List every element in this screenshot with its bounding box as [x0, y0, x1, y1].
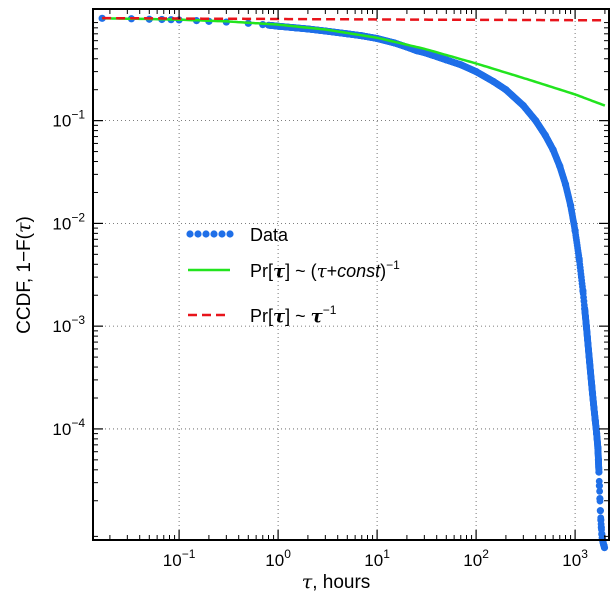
x-tick-label: 100 — [265, 547, 291, 570]
legend-entry-fit-power: Pr[τ] ~ τ−1 — [188, 303, 337, 327]
data-point — [597, 514, 605, 522]
legend-label-fit-shifted: Pr[τ] ~ (τ+const)−1 — [250, 258, 400, 282]
legend-marker — [202, 230, 210, 238]
x-axis-label: τ, hours — [302, 571, 371, 593]
data-point — [598, 526, 605, 534]
y-tick-label: 10−4 — [52, 416, 85, 439]
data-point — [601, 544, 608, 552]
data-point — [596, 507, 604, 514]
x-tick-label: 103 — [562, 547, 588, 570]
legend-label-data: Data — [250, 225, 289, 245]
y-tick-label: 10−1 — [52, 108, 85, 131]
legend-entry-data: Data — [186, 225, 289, 245]
legend-label-fit-power: Pr[τ] ~ τ−1 — [250, 303, 337, 327]
tick-marks — [93, 9, 609, 540]
series-layer — [98, 14, 609, 552]
data-point — [596, 487, 604, 495]
data-point — [596, 497, 604, 505]
x-tick-label: 10−1 — [163, 547, 196, 570]
tick-labels: 10−1 100 101 102 103 10−1 10−2 10−3 10−4 — [52, 108, 588, 570]
legend: Data Pr[τ] ~ (τ+const)−1 Pr[τ] ~ τ−1 — [186, 225, 400, 327]
legend-entry-fit-shifted: Pr[τ] ~ (τ+const)−1 — [188, 258, 400, 282]
y-tick-label: 10−3 — [52, 313, 85, 336]
plot-frame — [92, 8, 610, 541]
legend-marker — [226, 230, 234, 238]
data-point — [595, 477, 603, 485]
legend-swatch-data — [186, 230, 234, 238]
series-1 — [102, 17, 606, 107]
grid-lines — [93, 9, 609, 540]
series-line — [102, 17, 606, 107]
legend-marker — [218, 230, 226, 238]
data-point — [597, 520, 605, 528]
y-axis-label: CCDF, 1−F(τ) — [13, 216, 35, 334]
x-tick-label: 101 — [364, 547, 390, 570]
legend-marker — [186, 230, 194, 238]
data-point — [595, 466, 603, 474]
x-tick-label: 102 — [463, 547, 489, 570]
legend-marker — [194, 230, 202, 238]
y-tick-label: 10−2 — [52, 210, 85, 233]
legend-marker — [210, 230, 218, 238]
